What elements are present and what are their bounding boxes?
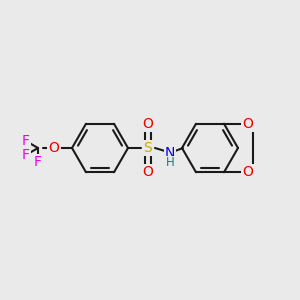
Text: O: O [243,117,254,131]
Text: S: S [144,141,152,155]
Text: O: O [142,117,153,131]
Text: N: N [165,146,175,160]
Text: O: O [243,165,254,179]
Text: F: F [22,148,30,162]
Text: H: H [166,157,174,169]
Text: O: O [49,141,59,155]
Text: F: F [34,155,42,169]
Text: F: F [22,134,30,148]
Text: O: O [142,165,153,179]
